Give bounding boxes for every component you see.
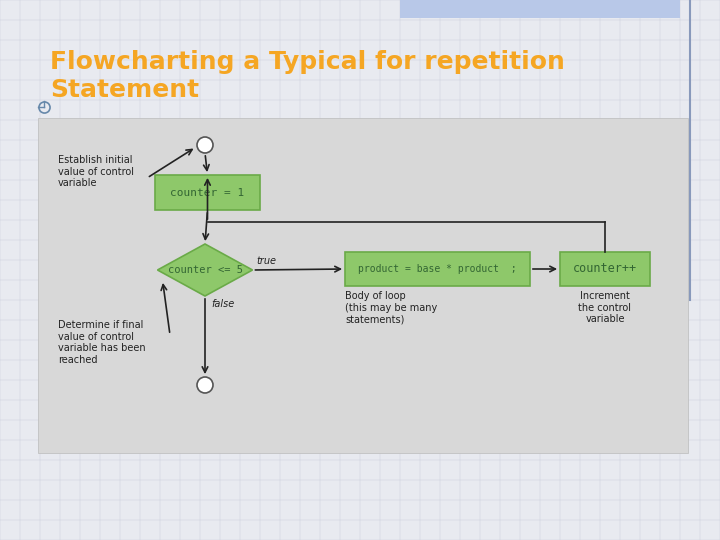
Text: false: false <box>211 299 234 309</box>
Text: product = base * product  ;: product = base * product ; <box>358 264 517 274</box>
Text: counter = 1: counter = 1 <box>171 187 245 198</box>
Circle shape <box>197 137 213 153</box>
Text: counter++: counter++ <box>573 262 637 275</box>
Text: Establish initial
value of control
variable: Establish initial value of control varia… <box>58 155 134 188</box>
Text: counter <= 5: counter <= 5 <box>168 265 243 275</box>
Bar <box>560 252 650 286</box>
Text: Body of loop
(this may be many
statements): Body of loop (this may be many statement… <box>345 291 437 324</box>
Text: Determine if final
value of control
variable has been
reached: Determine if final value of control vari… <box>58 320 145 365</box>
Text: true: true <box>256 256 276 266</box>
Text: Increment
the control
variable: Increment the control variable <box>578 291 631 324</box>
Bar <box>38 118 688 453</box>
Text: Statement: Statement <box>50 78 199 102</box>
Circle shape <box>197 377 213 393</box>
Polygon shape <box>158 244 253 296</box>
Bar <box>400 0 680 18</box>
Text: Flowcharting a Typical for repetition: Flowcharting a Typical for repetition <box>50 50 565 74</box>
Bar <box>345 252 530 286</box>
Bar <box>155 175 260 210</box>
